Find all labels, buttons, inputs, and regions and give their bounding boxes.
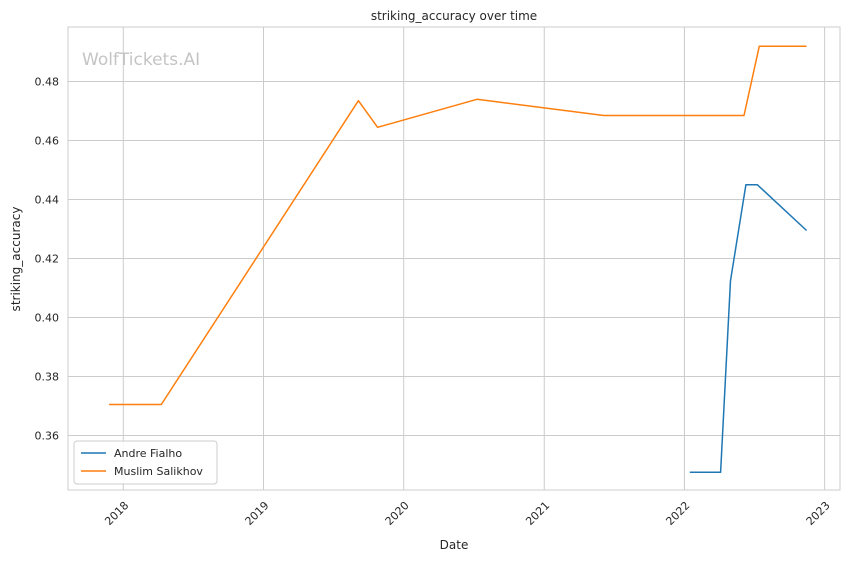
y-axis-label: striking_accuracy [9, 207, 23, 312]
legend-box [73, 440, 218, 485]
legend: Andre Fialho Muslim Salikhov [73, 440, 218, 485]
y-tick-label: 0.36 [35, 429, 60, 442]
y-tick-label: 0.40 [35, 311, 60, 324]
x-tick-label: 2021 [523, 499, 552, 528]
y-tick-label: 0.42 [35, 253, 60, 266]
x-tick-label: 2018 [102, 499, 131, 528]
chart-title: striking_accuracy over time [371, 9, 537, 23]
series-line-muslim-salikhov [109, 45, 807, 406]
plot-frame [67, 26, 841, 491]
x-tick-label: 2022 [663, 499, 692, 528]
x-tick-label: 2020 [383, 499, 412, 528]
y-tick-labels: 0.36 0.38 0.40 0.42 0.44 0.46 0.48 [35, 76, 60, 443]
x-tick-labels: 2018 2019 2020 2021 2022 2023 [102, 499, 832, 528]
x-tick-label: 2019 [243, 499, 272, 528]
watermark: WolfTickets.AI [82, 50, 200, 70]
grid [68, 27, 840, 490]
y-tick-label: 0.38 [35, 370, 60, 383]
y-tick-label: 0.48 [35, 76, 60, 89]
x-tick-label: 2023 [804, 499, 833, 528]
y-tick-label: 0.44 [35, 194, 60, 207]
y-tick-label: 0.46 [35, 135, 60, 148]
legend-label-andre-fialho: Andre Fialho [114, 447, 182, 460]
legend-label-muslim-salikhov: Muslim Salikhov [114, 465, 203, 478]
series-line-andre-fialho [689, 184, 808, 474]
series-layer [109, 45, 808, 474]
x-axis-label: Date [440, 538, 469, 552]
